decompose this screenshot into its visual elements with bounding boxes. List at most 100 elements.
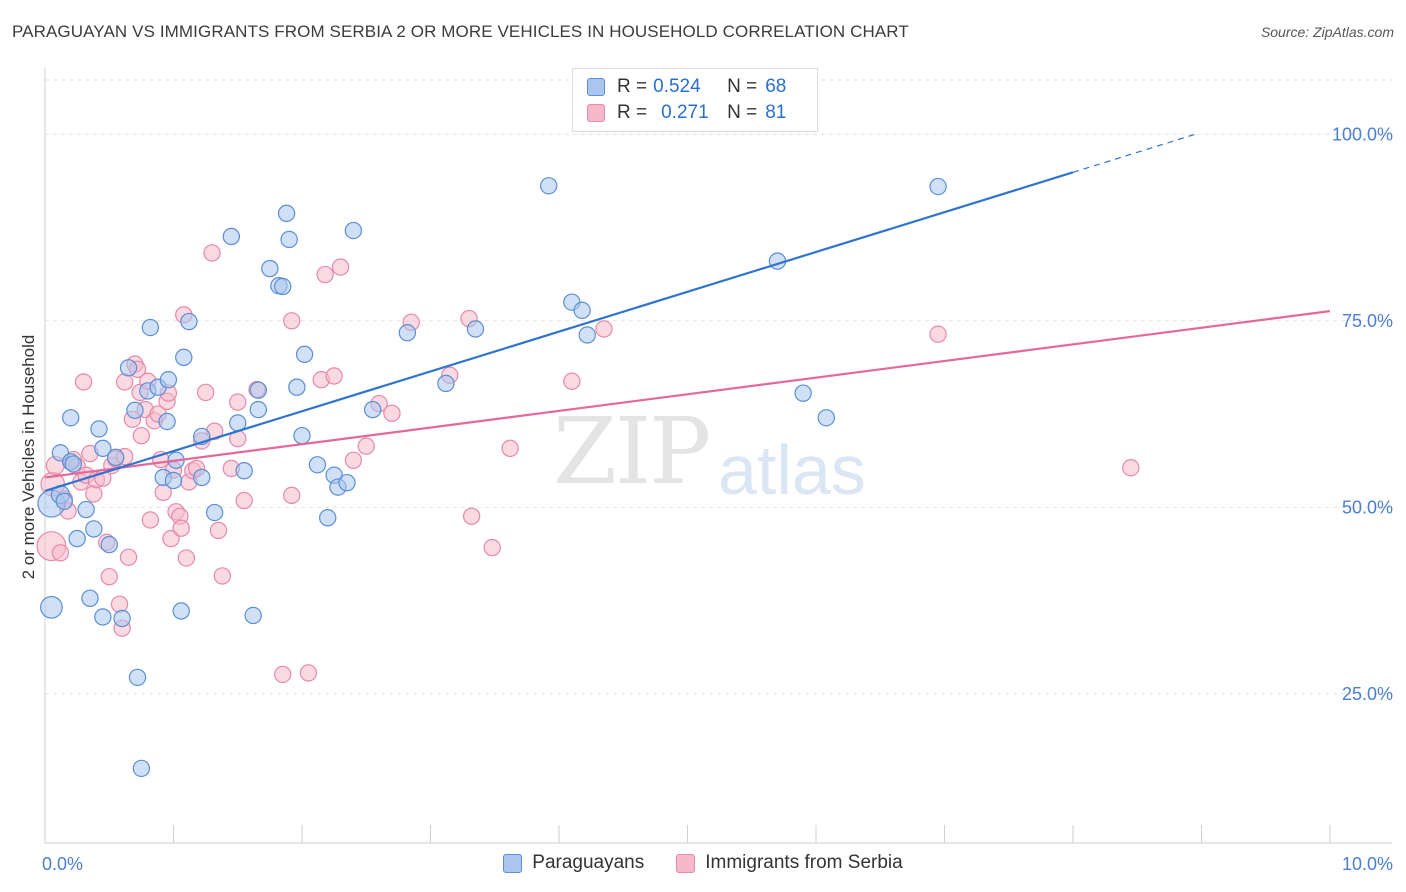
serbia-point [51, 544, 70, 562]
n-label: N = [727, 76, 758, 97]
n-value-paraguayans: 68 [765, 76, 787, 97]
serbia-point [162, 529, 180, 548]
paraguayans-point [77, 500, 95, 519]
serbia-point [132, 426, 151, 445]
x-tick-label-min: 0.0% [42, 854, 83, 874]
paraguayans-point [929, 177, 947, 196]
serbia-point [74, 373, 93, 391]
paraguayans-trend-line [44, 171, 1074, 492]
legend-label-serbia: Immigrants from Serbia [705, 852, 903, 873]
paraguayans-trend-extension [1072, 133, 1196, 173]
paraguayans-point [132, 759, 151, 778]
paraguayans-point [159, 371, 178, 389]
paraguayans-point [180, 312, 198, 331]
r-label: R = [617, 102, 648, 123]
y-tick-label: 25.0% [1342, 684, 1393, 704]
serbia-point [344, 451, 363, 470]
serbia-point [274, 665, 292, 684]
paraguayans-point [113, 609, 131, 628]
series-legend: Paraguayans Immigrants from Serbia [0, 852, 1406, 874]
paraguayans-point [363, 400, 382, 419]
serbia-point [85, 485, 103, 503]
paraguayans-point [81, 589, 99, 608]
serbia-trend-line [44, 310, 1331, 479]
serbia-point [595, 320, 613, 338]
serbia-point [172, 519, 190, 537]
paraguayans-point [175, 348, 193, 367]
paraguayans-point [94, 439, 112, 458]
legend-item-serbia: Immigrants from Serbia [676, 852, 903, 874]
paraguayans-point [90, 420, 108, 438]
x-tick-label-max: 10.0% [1342, 854, 1393, 874]
paraguayans-point [128, 668, 147, 687]
legend-row-paraguayans: R = 0.524 N = 68 [587, 74, 786, 100]
paraguayans-point [68, 529, 86, 548]
paraguayans-point [64, 455, 82, 473]
paraguayans-point [308, 456, 327, 474]
paraguayans-point [106, 448, 125, 467]
axes [44, 68, 1392, 844]
serbia-point [141, 511, 160, 529]
serbia-point [1122, 459, 1140, 477]
paraguayans-point [40, 595, 63, 619]
n-value-serbia: 81 [765, 102, 787, 123]
trend-lines [44, 133, 1331, 492]
source-credit: Source: ZipAtlas.com [1260, 24, 1394, 40]
serbia-point [196, 383, 215, 402]
watermark-zip: ZIP [553, 398, 711, 505]
paraguayans-point [794, 384, 812, 402]
serbia-point [209, 521, 228, 540]
paraguayans-point [437, 374, 455, 393]
paraguayans-points [37, 177, 947, 778]
paraguayans-point [540, 177, 558, 195]
serbia-point [483, 538, 501, 557]
pink-swatch [587, 104, 605, 122]
paraguayans-point [158, 412, 176, 431]
chart-title: PARAGUAYAN VS IMMIGRANTS FROM SERBIA 2 O… [12, 22, 909, 41]
paraguayans-point [249, 400, 268, 419]
n-label: N = [727, 102, 758, 123]
paraguayans-point [249, 381, 268, 399]
paraguayans-point [293, 426, 311, 445]
paraguayans-point [119, 359, 138, 377]
serbia-point [929, 325, 947, 343]
serbia-point [462, 507, 481, 525]
blue-swatch [503, 853, 523, 873]
serbia-point [283, 486, 301, 505]
paraguayans-point [338, 473, 356, 492]
y-axis-label: 2 or more Vehicles in Household [19, 334, 38, 580]
paraguayans-point [94, 608, 112, 626]
paraguayans-point [277, 204, 296, 223]
paraguayans-point [295, 345, 314, 364]
legend-row-serbia: R = 0.271 N = 81 [587, 100, 786, 126]
paraguayans-point [222, 227, 241, 246]
paraguayans-point [288, 378, 306, 396]
paraguayans-point [573, 301, 591, 320]
paraguayans-point [274, 277, 292, 296]
serbia-point [177, 549, 196, 567]
serbia-point [100, 567, 118, 586]
r-value-paraguayans: 0.524 [653, 76, 701, 97]
paraguayans-point [126, 401, 144, 420]
paraguayans-point [280, 230, 298, 249]
r-label: R = [617, 76, 648, 97]
serbia-point [325, 367, 343, 385]
paraguayans-point [466, 320, 485, 338]
paraguayans-point [244, 606, 262, 625]
serbia-point [119, 548, 138, 566]
serbia-point [331, 258, 350, 276]
paraguayans-point [344, 221, 363, 240]
paraguayans-point [235, 462, 253, 480]
paraguayans-point [578, 326, 596, 344]
paraguayans-point [398, 324, 417, 342]
serbia-point [299, 664, 318, 682]
serbia-point [235, 491, 253, 510]
y-tick-label: 75.0% [1342, 311, 1393, 331]
legend-item-paraguayans: Paraguayans [503, 852, 644, 874]
pink-swatch [676, 853, 696, 873]
paraguayans-point [141, 318, 160, 337]
y-tick-label: 50.0% [1342, 497, 1393, 517]
legend-label-paraguayans: Paraguayans [532, 852, 645, 873]
serbia-point [563, 372, 581, 390]
